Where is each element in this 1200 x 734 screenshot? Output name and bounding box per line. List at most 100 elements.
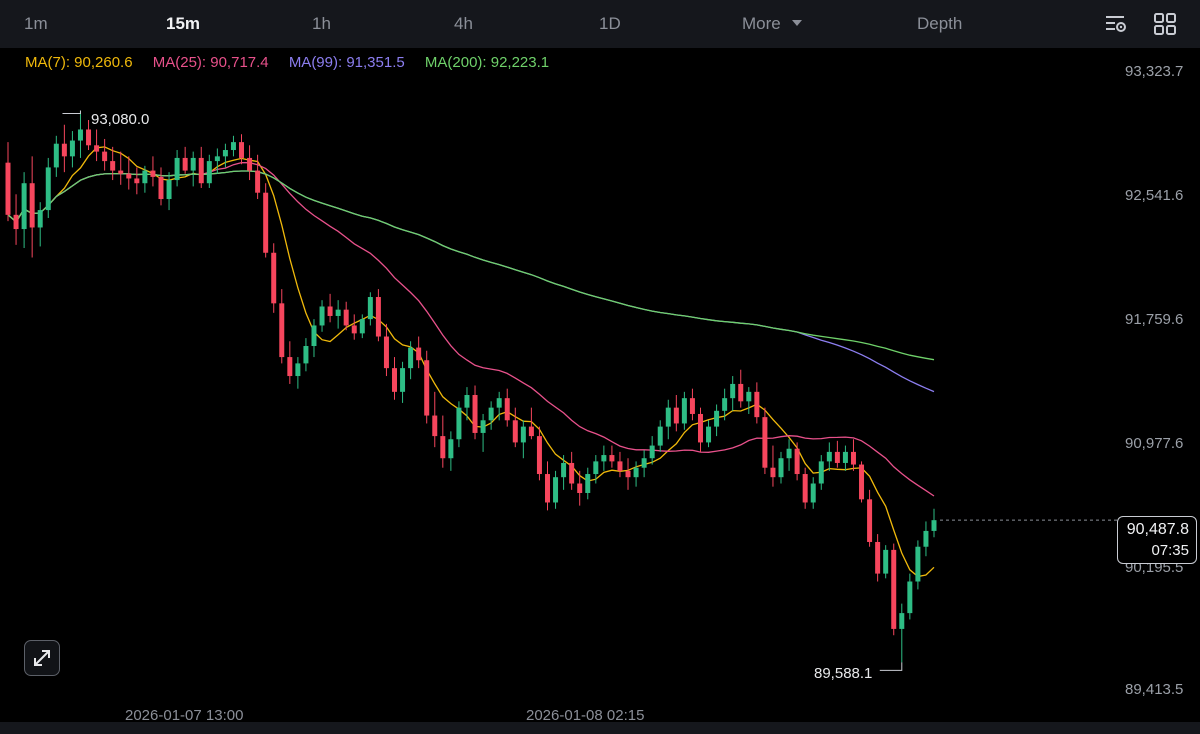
- candle: [488, 401, 494, 430]
- tab-more[interactable]: More: [742, 14, 803, 34]
- candle-body: [190, 157, 196, 171]
- price-axis-label: 90,977.6: [1125, 435, 1184, 452]
- candle-body: [126, 173, 132, 179]
- time-axis-label: 2026-01-07 13:00: [125, 707, 244, 724]
- candle-body: [754, 391, 760, 418]
- candle: [456, 401, 462, 448]
- candle-body: [214, 156, 220, 162]
- candle: [383, 323, 389, 377]
- candle-body: [915, 546, 921, 582]
- candle: [440, 415, 446, 468]
- candle: [222, 143, 228, 168]
- candle-body: [480, 420, 486, 433]
- candle: [915, 540, 921, 590]
- candle-body: [834, 451, 840, 463]
- tab-1h[interactable]: 1h: [312, 14, 331, 33]
- candle-body: [633, 467, 639, 478]
- candle: [738, 369, 744, 408]
- candle: [287, 341, 293, 384]
- candle: [198, 146, 204, 188]
- current-price-badge[interactable]: 90,487.8 07:35: [1117, 516, 1197, 564]
- tab-1d[interactable]: 1D: [599, 14, 621, 33]
- candle-body: [230, 142, 236, 151]
- candle: [239, 134, 245, 165]
- candle-body: [263, 192, 269, 253]
- candle-body: [673, 407, 679, 424]
- indicator-settings-icon[interactable]: [1104, 12, 1128, 36]
- candle-body: [794, 448, 800, 475]
- candle-body: [383, 336, 389, 369]
- candle-body: [53, 143, 59, 168]
- candle-body: [625, 470, 631, 478]
- candle-body: [810, 483, 816, 503]
- candle: [53, 135, 59, 177]
- candle: [496, 391, 502, 421]
- candle: [86, 119, 92, 151]
- tab-4h[interactable]: 4h: [454, 14, 473, 33]
- candle: [923, 521, 929, 557]
- candle: [94, 129, 100, 162]
- candle: [834, 440, 840, 468]
- candle-body: [561, 462, 567, 478]
- bottom-bar: [0, 722, 1200, 734]
- ma99-value: MA(99): 91,351.5: [288, 54, 405, 71]
- tab-15m[interactable]: 15m: [166, 14, 201, 33]
- candle: [714, 404, 720, 437]
- moving-average-lines: [7, 146, 935, 578]
- candle-body: [37, 210, 43, 228]
- candle-body: [77, 129, 83, 141]
- candle: [126, 156, 132, 190]
- candle-body: [222, 150, 228, 157]
- candle-body: [649, 445, 655, 459]
- candle: [375, 289, 381, 342]
- low-marker-line: [879, 662, 903, 671]
- current-price: 90,487.8: [1126, 521, 1189, 538]
- candle: [392, 357, 398, 400]
- candle-body: [271, 252, 277, 304]
- candle-body: [166, 180, 172, 200]
- candle-body: [343, 309, 349, 326]
- candle-body: [279, 303, 285, 358]
- candle-body: [367, 297, 373, 320]
- candle: [665, 399, 671, 440]
- grid-layout-icon[interactable]: [1153, 12, 1177, 36]
- ma99-line: [7, 170, 935, 393]
- candle: [150, 156, 156, 187]
- candle: [561, 455, 567, 490]
- candle: [255, 154, 261, 200]
- candlestick-chart[interactable]: [0, 48, 1200, 722]
- candle: [730, 376, 736, 411]
- tab-1m[interactable]: 1m: [24, 14, 48, 33]
- candle-body: [472, 395, 478, 433]
- candle-body: [706, 426, 712, 443]
- tab-depth[interactable]: Depth: [917, 14, 963, 33]
- candle: [657, 420, 663, 452]
- candle: [617, 451, 623, 478]
- candle-body: [198, 157, 204, 184]
- candle-body: [512, 420, 518, 443]
- candle-body: [842, 451, 848, 463]
- candle-body: [577, 483, 583, 493]
- candle-body: [335, 309, 341, 316]
- candle-body: [61, 143, 67, 157]
- candle-body: [850, 451, 856, 465]
- candle-body: [770, 467, 776, 478]
- candle: [472, 385, 478, 440]
- candle: [464, 387, 470, 421]
- candle-body: [408, 347, 414, 369]
- candle: [359, 314, 365, 339]
- candle-body: [102, 151, 108, 162]
- caret-down-icon: [792, 20, 803, 26]
- candle: [577, 470, 583, 506]
- candle: [134, 167, 140, 195]
- candle: [214, 148, 220, 174]
- candle: [842, 445, 848, 471]
- candle-body: [722, 398, 728, 411]
- candle-body: [923, 530, 929, 547]
- candle-body: [697, 413, 703, 443]
- candle-body: [327, 306, 333, 316]
- fullscreen-button[interactable]: [24, 640, 60, 676]
- candle-body: [617, 461, 623, 471]
- candle-body: [5, 162, 11, 215]
- candle: [850, 439, 856, 471]
